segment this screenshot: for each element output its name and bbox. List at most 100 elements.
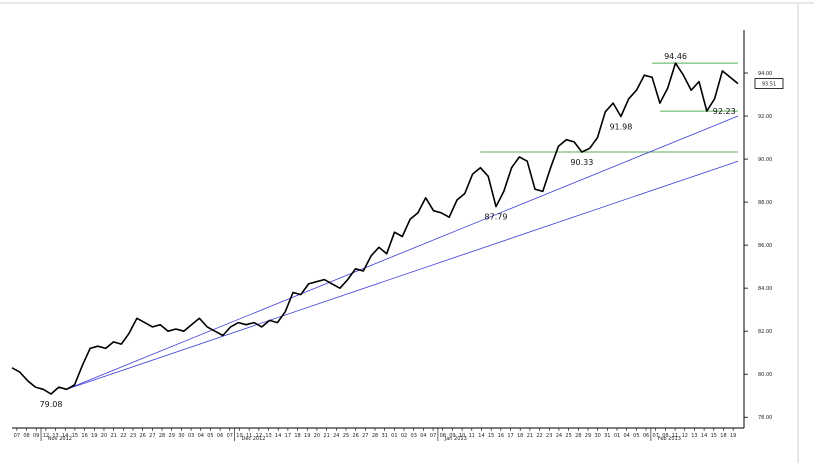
x-tick-label: 04 [623,433,629,439]
x-tick-label: 24 [556,433,562,439]
x-tick-label: 03 [411,433,417,439]
x-tick-label: 13 [691,433,697,439]
x-tick-label: 14 [701,433,707,439]
x-tick-label: 25 [343,433,349,439]
x-tick-label: 14 [478,433,484,439]
x-tick-label: 01 [391,433,397,439]
y-tick-label: 90.00 [758,157,772,163]
x-tick-label: 22 [120,433,126,439]
x-tick-label: 27 [149,433,155,439]
annotation-label: 87.79 [485,213,508,222]
last-price-label: 93.51 [762,82,776,88]
x-tick-label: 31 [381,433,387,439]
month-label: Feb 2013 [658,436,681,442]
x-tick-label: 04 [420,433,426,439]
x-tick-label: 05 [633,433,639,439]
x-tick-label: 05 [207,433,213,439]
y-tick-label: 78.00 [758,415,772,421]
x-tick-label: 12 [682,433,688,439]
price-annotations: 79.08 87.79 90.33 91.98 92.23 94.46 [40,52,736,409]
x-tick-label: 09 [449,433,455,439]
x-tick-label: 30 [178,433,184,439]
month-label: Nov 2012 [48,436,72,442]
x-tick-label: 08 [440,433,446,439]
x-tick-label: 18 [720,433,726,439]
x-tick-label: 08 [662,433,668,439]
y-tick-label: 88.00 [758,200,772,206]
x-tick-label: 13 [52,433,58,439]
x-tick-label: 15 [72,433,78,439]
x-axis-ticks: 07 08 09 12 13 14 15 16 19 20 21 22 23 26 27 28 29 30 03 04… [14,428,736,442]
y-tick-label: 92.00 [758,114,772,120]
last-price-box [754,78,784,89]
x-tick-label: 20 [314,433,320,439]
x-tick-label: 19 [730,433,736,439]
x-tick-label: 10 [236,433,242,439]
x-tick-label: 30 [594,433,600,439]
x-tick-label: 21 [527,433,533,439]
x-tick-label: 16 [81,433,87,439]
month-label: Dec 2012 [241,436,265,442]
x-tick-label: 07 [430,433,436,439]
x-tick-label: 07 [14,433,20,439]
x-tick-label: 29 [585,433,591,439]
x-tick-label: 17 [285,433,291,439]
x-tick-label: 28 [575,433,581,439]
x-tick-label: 19 [304,433,310,439]
y-tick-label: 86.00 [758,243,772,249]
x-tick-label: 08 [23,433,29,439]
upper-trendline [66,115,739,390]
x-tick-label: 23 [546,433,552,439]
x-tick-label: 26 [352,433,358,439]
x-tick-label: 12 [43,433,49,439]
x-tick-label: 29 [169,433,175,439]
y-tick-label: 82.00 [758,329,772,335]
x-tick-label: 02 [401,433,407,439]
trendlines [66,115,739,390]
x-tick-label: 31 [604,433,610,439]
annotation-label: 90.33 [570,158,593,167]
x-tick-label: 28 [159,433,165,439]
annotation-label: 91.98 [609,122,632,131]
x-tick-label: 06 [643,433,649,439]
x-tick-label: 06 [217,433,223,439]
x-tick-label: 14 [275,433,281,439]
y-axis-ticks: 78.00 80.00 82.00 84.00 86.00 88.00 90.00 92.00… [744,71,772,421]
x-tick-label: 17 [507,433,513,439]
x-tick-label: 13 [265,433,271,439]
x-tick-label: 20 [101,433,107,439]
x-tick-label: 22 [536,433,542,439]
y-tick-label: 94.00 [758,71,772,77]
x-tick-label: 04 [198,433,204,439]
x-tick-label: 23 [130,433,136,439]
x-tick-label: 16 [498,433,504,439]
y-tick-label: 84.00 [758,286,772,292]
x-tick-label: 14 [62,433,68,439]
month-label: Jan 2013 [444,436,467,442]
x-tick-label: 28 [372,433,378,439]
last-price-marker: 93.51 [754,78,784,89]
x-tick-label: 10 [459,433,465,439]
x-tick-label: 15 [711,433,717,439]
y-tick-label: 80.00 [758,372,772,378]
lower-trendline [66,160,739,390]
x-tick-label: 26 [139,433,145,439]
x-tick-label: 11 [469,433,475,439]
x-tick-label: 15 [488,433,494,439]
x-tick-label: 11 [246,433,252,439]
x-tick-label: 01 [614,433,620,439]
x-tick-label: 07 [227,433,233,439]
x-tick-label: 09 [33,433,39,439]
horizontal-levels [480,62,738,153]
annotation-label: 79.08 [40,400,63,409]
price-line [11,62,739,395]
x-tick-label: 18 [294,433,300,439]
annotation-label: 92.23 [713,107,736,116]
x-tick-label: 19 [91,433,97,439]
x-tick-label: 03 [188,433,194,439]
x-tick-label: 21 [110,433,116,439]
x-tick-label: 07 [653,433,659,439]
x-tick-label: 21 [323,433,329,439]
